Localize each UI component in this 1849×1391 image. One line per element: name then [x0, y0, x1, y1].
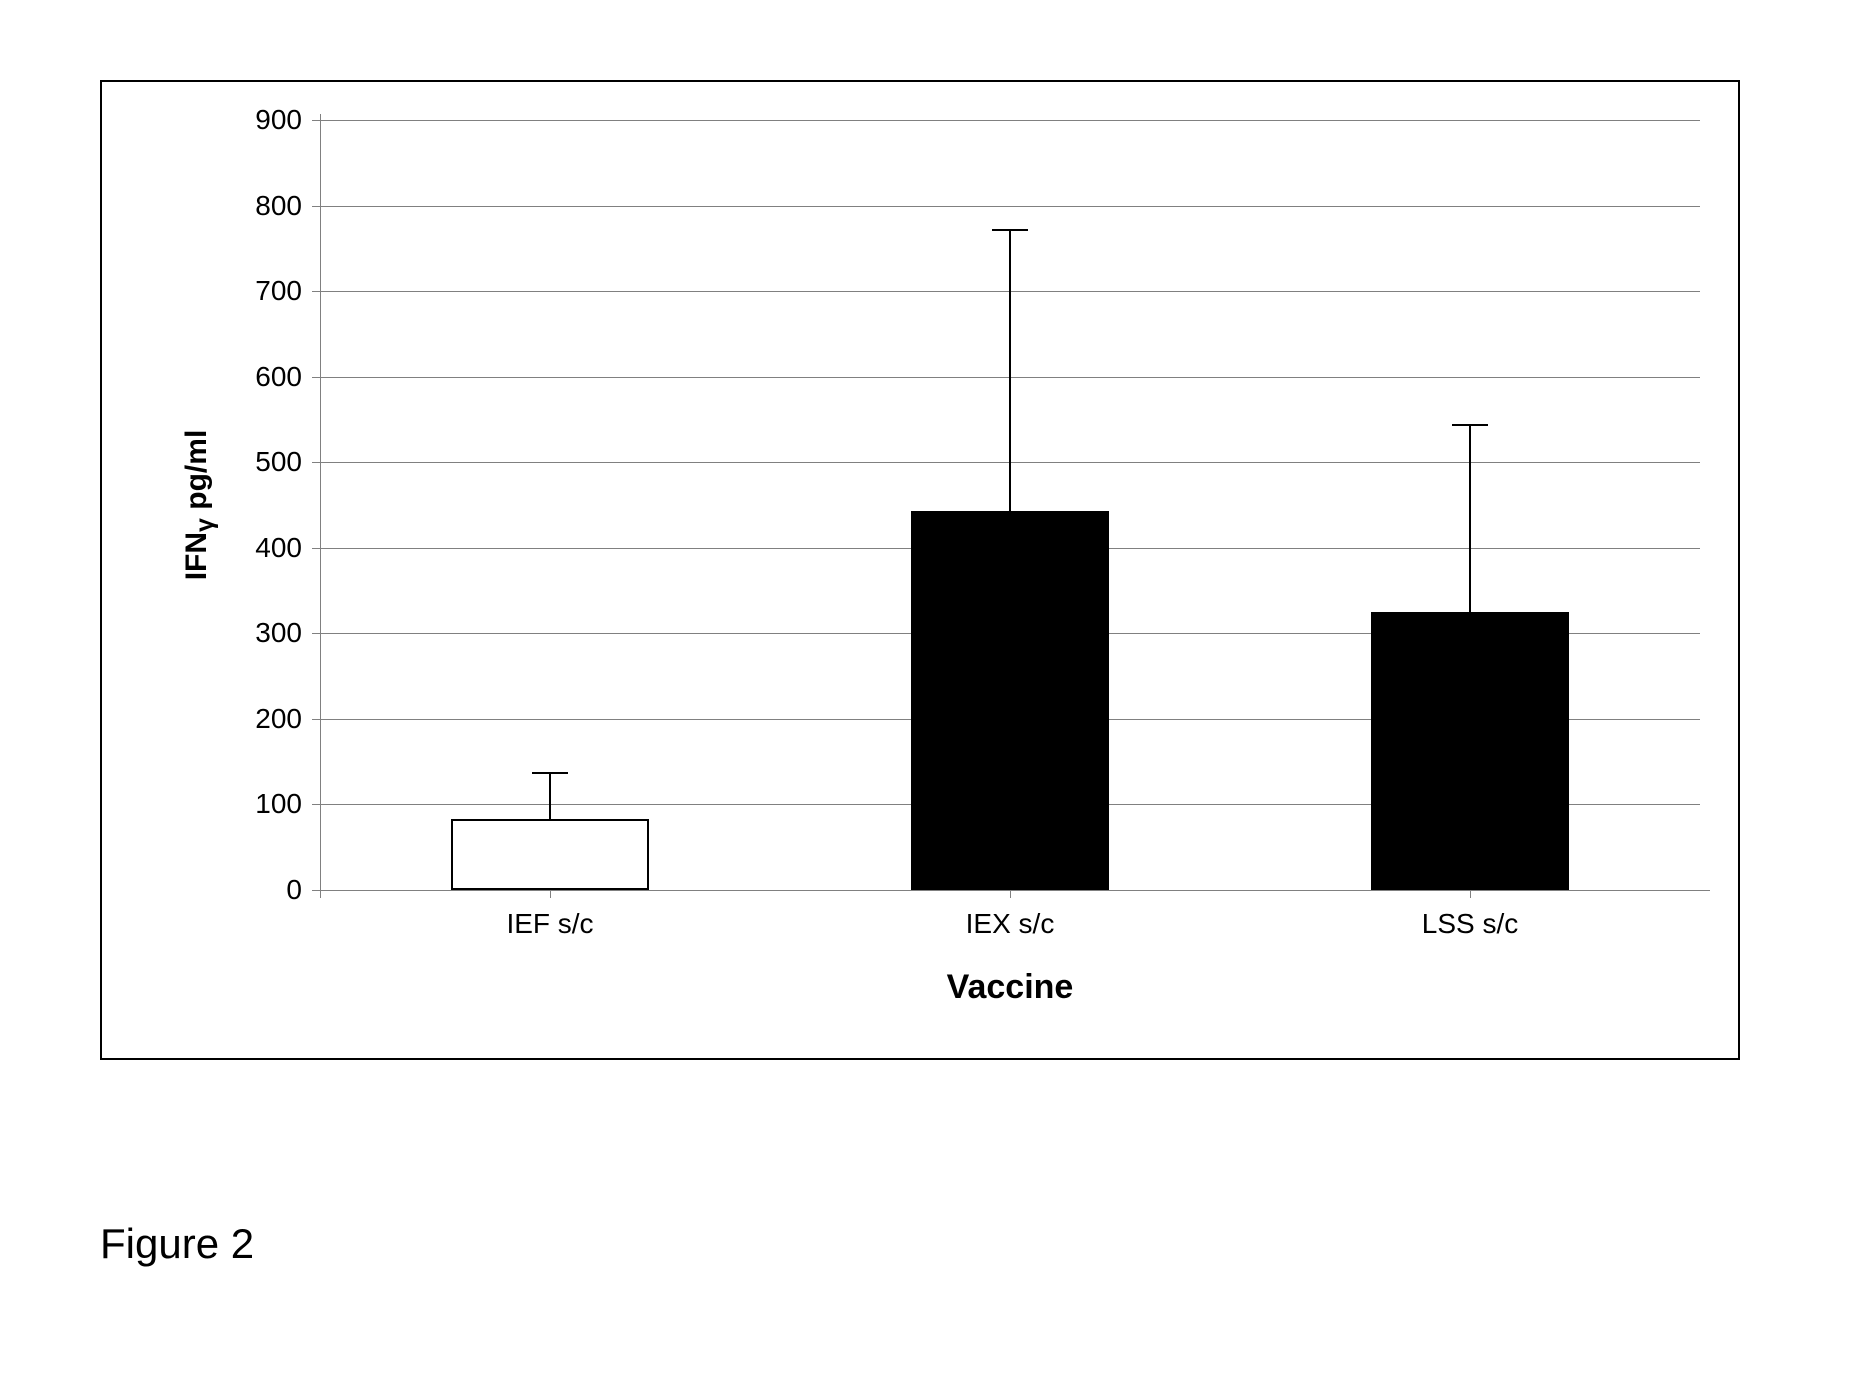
plot-area: [320, 120, 1700, 890]
y-tick: [312, 804, 320, 805]
x-tick-label: LSS s/c: [1422, 908, 1518, 940]
y-tick: [312, 120, 320, 121]
y-tick-label: 0: [232, 874, 302, 906]
error-bar-cap: [992, 229, 1028, 231]
bar: [451, 819, 649, 890]
x-tick: [1470, 890, 1471, 898]
y-tick-label: 600: [232, 361, 302, 393]
y-tick: [312, 719, 320, 720]
bar: [911, 511, 1109, 890]
y-tick-label: 500: [232, 446, 302, 478]
y-axis-label: IFNγ pg/ml: [180, 430, 220, 581]
y-tick: [312, 377, 320, 378]
x-axis-label: Vaccine: [947, 968, 1074, 1007]
y-tick-label: 900: [232, 104, 302, 136]
y-tick-label: 800: [232, 190, 302, 222]
x-tick: [1010, 890, 1011, 898]
figure-caption: Figure 2: [100, 1220, 254, 1268]
y-tick-label: 300: [232, 617, 302, 649]
gridline: [320, 120, 1700, 121]
y-tick: [312, 633, 320, 634]
x-tick-label: IEF s/c: [506, 908, 593, 940]
error-bar-cap: [1452, 424, 1488, 426]
y-axis-line: [320, 114, 321, 898]
x-tick: [550, 890, 551, 898]
y-tick: [312, 291, 320, 292]
bar: [1371, 612, 1569, 890]
y-tick-label: 200: [232, 703, 302, 735]
y-tick: [312, 548, 320, 549]
y-tick: [312, 206, 320, 207]
y-tick-label: 400: [232, 532, 302, 564]
x-axis-line: [320, 890, 1710, 891]
y-tick-label: 100: [232, 788, 302, 820]
error-bar-stem: [1009, 229, 1011, 511]
y-tick-label: 700: [232, 275, 302, 307]
error-bar-cap: [532, 772, 568, 774]
x-tick-label: IEX s/c: [966, 908, 1055, 940]
error-bar-stem: [1469, 424, 1471, 612]
error-bar-stem: [549, 772, 551, 819]
y-tick: [312, 462, 320, 463]
gridline: [320, 206, 1700, 207]
y-tick: [312, 890, 320, 891]
